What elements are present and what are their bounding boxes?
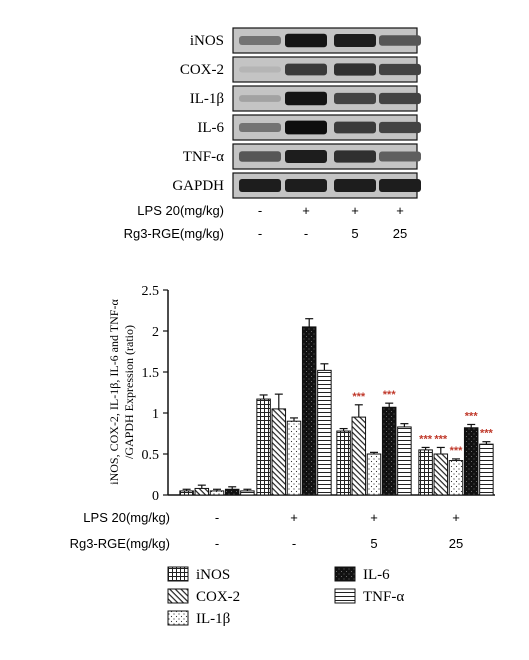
significance-mark-4-3: *** bbox=[480, 428, 494, 440]
blot-band-3-2 bbox=[334, 121, 376, 134]
significance-mark-1-2: *** bbox=[352, 391, 366, 403]
chart-rg3-value-2: 5 bbox=[370, 536, 377, 551]
significance-mark-0-3: *** bbox=[419, 433, 433, 445]
chart-rg3-value-1: - bbox=[292, 536, 296, 551]
y-tick-label-5: 2.5 bbox=[142, 284, 160, 299]
legend-label-4: IL-1β bbox=[196, 611, 230, 627]
bar-IL-1β-group-1 bbox=[286, 420, 302, 496]
chart-legend: iNOS IL-6 COX-2 TNF-α IL-1β bbox=[167, 566, 404, 627]
bar-COX-2-group-1 bbox=[271, 408, 287, 496]
blot-band-0-3 bbox=[379, 35, 421, 46]
blot-band-3-0 bbox=[239, 122, 281, 133]
bar-IL-1β-group-3 bbox=[448, 460, 464, 496]
blot-label-1: COX-2 bbox=[180, 62, 224, 78]
legend-label-2: COX-2 bbox=[196, 589, 240, 605]
y-tick-label-4: 2 bbox=[152, 325, 159, 340]
chart-lps-label: LPS 20(mg/kg) bbox=[83, 510, 170, 525]
blot-band-4-1 bbox=[285, 149, 327, 164]
legend-swatch-0 bbox=[167, 566, 189, 582]
blot-band-0-0 bbox=[239, 35, 281, 46]
blot-band-5-3 bbox=[379, 178, 421, 193]
blot-lps-value-1: + bbox=[302, 203, 310, 218]
chart-lps-value-1: + bbox=[290, 510, 298, 525]
blot-band-2-2 bbox=[334, 92, 376, 105]
blot-lps-value-2: + bbox=[351, 203, 359, 218]
bar-iNOS-group-1 bbox=[256, 398, 271, 496]
y-tick-label-1: 0.5 bbox=[142, 448, 160, 463]
legend-swatch-2 bbox=[167, 588, 189, 604]
blot-band-2-1 bbox=[285, 91, 327, 106]
y-tick-label-0: 0 bbox=[152, 489, 159, 504]
blot-lps-value-3: + bbox=[396, 203, 404, 218]
blot-band-1-0 bbox=[239, 66, 281, 73]
legend-swatch-3 bbox=[334, 588, 356, 604]
chart-rg3-value-3: 25 bbox=[449, 536, 463, 551]
blot-band-3-1 bbox=[285, 120, 327, 135]
western-blot-panel: iNOS COX-2 IL-1β IL-6 TNF-α GAPDH LPS 20(mg/kg… bbox=[124, 27, 421, 241]
bar-COX-2-group-0 bbox=[194, 487, 210, 496]
blot-rg3-value-2: 5 bbox=[351, 226, 358, 241]
significance-mark-1-3: *** bbox=[434, 433, 448, 445]
legend-label-0: iNOS bbox=[196, 567, 230, 583]
bar-chart: iNOS, COX-2, IL-1β, IL-6 and TNF-α /GAPD… bbox=[70, 284, 495, 551]
bar-COX-2-group-2 bbox=[351, 416, 367, 496]
bar-IL-1β-group-2 bbox=[366, 453, 382, 496]
blot-label-3: IL-6 bbox=[197, 120, 224, 136]
blot-band-5-0 bbox=[239, 178, 281, 193]
bar-IL-6-group-2 bbox=[381, 406, 397, 496]
bar-COX-2-group-3 bbox=[433, 453, 449, 496]
blot-label-5: GAPDH bbox=[172, 178, 224, 194]
blot-band-5-1 bbox=[285, 178, 327, 193]
chart-lps-value-2: + bbox=[370, 510, 378, 525]
blot-band-5-2 bbox=[334, 178, 376, 193]
blot-rg3-value-0: - bbox=[258, 226, 262, 241]
chart-lps-value-3: + bbox=[452, 510, 460, 525]
blot-band-4-0 bbox=[239, 151, 281, 162]
bar-iNOS-group-3 bbox=[418, 449, 433, 496]
legend-swatch-4 bbox=[167, 610, 189, 626]
blot-band-2-3 bbox=[379, 92, 421, 105]
significance-mark-2-3: *** bbox=[450, 445, 464, 457]
blot-band-4-2 bbox=[334, 150, 376, 163]
blot-label-2: IL-1β bbox=[190, 91, 224, 107]
bar-TNF-α-group-0 bbox=[240, 490, 255, 496]
bar-IL-1β-group-0 bbox=[209, 490, 225, 496]
blot-band-3-3 bbox=[379, 121, 421, 134]
blot-band-0-2 bbox=[334, 33, 376, 48]
bar-IL-6-group-1 bbox=[301, 326, 317, 496]
y-axis-label-line1: iNOS, COX-2, IL-1β, IL-6 and TNF-α bbox=[107, 299, 121, 485]
blot-band-0-1 bbox=[285, 33, 327, 48]
blot-lps-label: LPS 20(mg/kg) bbox=[137, 203, 224, 218]
legend-label-3: TNF-α bbox=[363, 589, 404, 605]
bar-TNF-α-group-2 bbox=[397, 426, 412, 496]
bar-IL-6-group-3 bbox=[463, 427, 479, 496]
blot-band-1-2 bbox=[334, 63, 376, 76]
bar-IL-6-group-0 bbox=[224, 488, 240, 496]
chart-lps-value-0: - bbox=[215, 510, 219, 525]
legend-label-1: IL-6 bbox=[363, 567, 390, 583]
blot-rg3-label: Rg3-RGE(mg/kg) bbox=[124, 226, 224, 241]
chart-rg3-label: Rg3-RGE(mg/kg) bbox=[70, 536, 170, 551]
blot-band-1-1 bbox=[285, 63, 327, 76]
chart-rg3-value-0: - bbox=[215, 536, 219, 551]
blot-label-4: TNF-α bbox=[183, 149, 224, 165]
y-tick-label-2: 1 bbox=[152, 407, 159, 422]
bar-iNOS-group-0 bbox=[179, 490, 194, 496]
blot-lps-value-0: - bbox=[258, 203, 262, 218]
blot-band-2-0 bbox=[239, 95, 281, 102]
bar-TNF-α-group-3 bbox=[479, 443, 494, 496]
significance-mark-3-3: *** bbox=[465, 410, 479, 422]
y-axis-label-line2: /GAPDH Expression (ratio) bbox=[122, 325, 136, 459]
significance-mark-3-2: *** bbox=[383, 389, 397, 401]
blot-rg3-value-1: - bbox=[304, 226, 308, 241]
blot-band-1-3 bbox=[379, 63, 421, 76]
bar-iNOS-group-2 bbox=[336, 430, 351, 496]
blot-band-4-3 bbox=[379, 151, 421, 162]
legend-swatch-1 bbox=[334, 566, 356, 582]
bar-TNF-α-group-1 bbox=[317, 369, 332, 496]
y-tick-label-3: 1.5 bbox=[142, 366, 160, 381]
blot-rg3-value-3: 25 bbox=[393, 226, 407, 241]
blot-label-0: iNOS bbox=[190, 33, 224, 49]
